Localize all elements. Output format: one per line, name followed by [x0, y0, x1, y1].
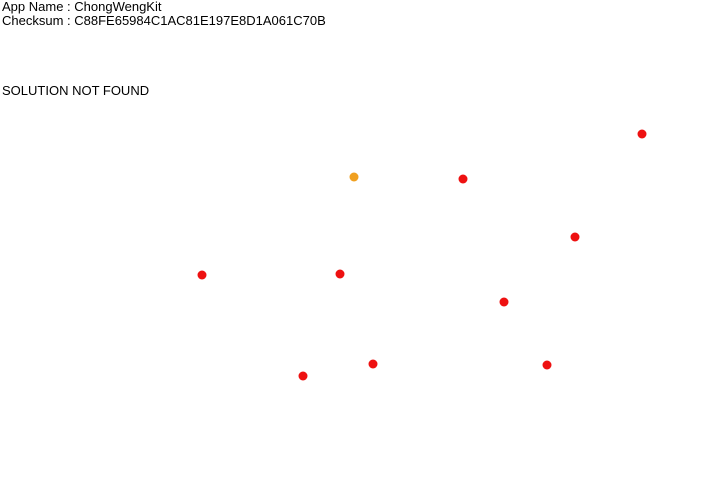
point	[499, 297, 509, 307]
highlighted-point	[349, 172, 359, 182]
app-name-value: ChongWengKit	[74, 0, 162, 14]
checksum-line: Checksum : C88FE65984C1AC81E197E8D1A061C…	[2, 14, 326, 28]
app-name-line: App Name : ChongWengKit	[2, 0, 161, 14]
point	[458, 174, 468, 184]
point	[335, 269, 345, 279]
point	[570, 232, 580, 242]
checksum-value: C88FE65984C1AC81E197E8D1A061C70B	[74, 13, 326, 28]
point	[298, 371, 308, 381]
solution-status: SOLUTION NOT FOUND	[2, 83, 150, 98]
point	[542, 360, 552, 370]
checksum-label: Checksum :	[2, 13, 75, 28]
point	[368, 359, 378, 369]
point	[637, 129, 647, 139]
app-name-label: App Name :	[2, 0, 75, 14]
point	[197, 270, 207, 280]
